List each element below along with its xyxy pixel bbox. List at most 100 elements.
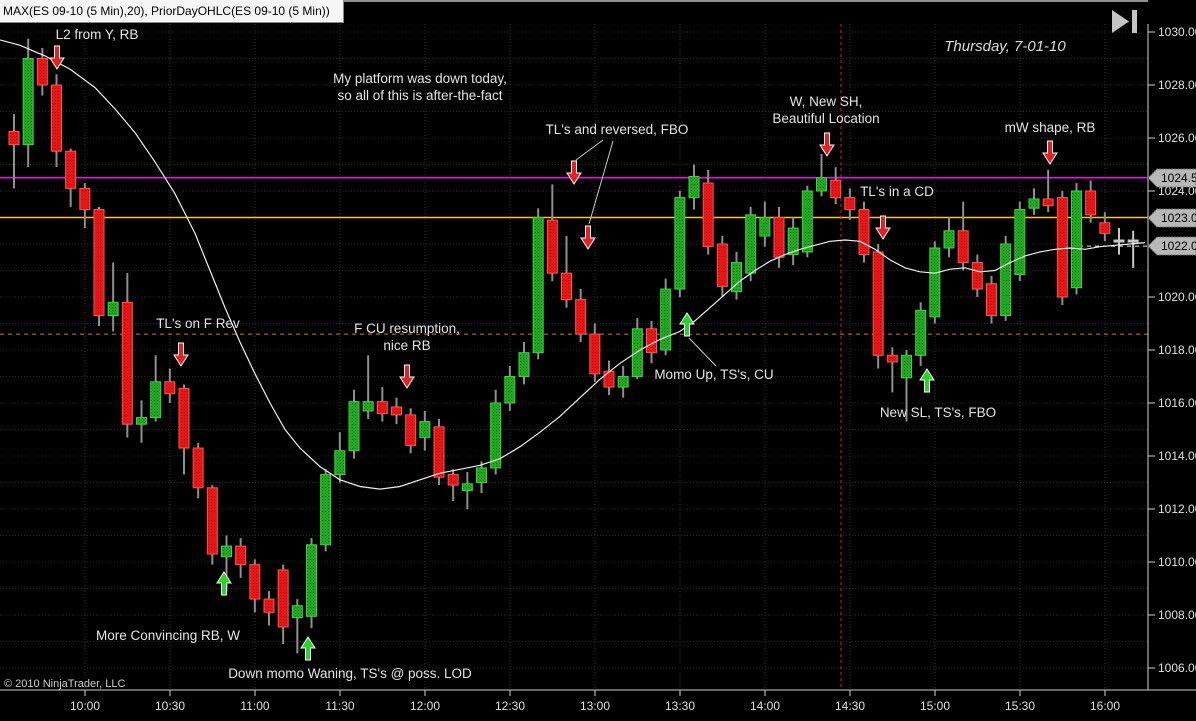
annotation-text: Down momo Waning, TS's @ poss. LOD (228, 666, 472, 681)
candle-down (164, 381, 176, 395)
candle-up (306, 544, 318, 617)
candle-down (575, 299, 587, 335)
candle-down (702, 182, 714, 248)
time-axis-label: 14:00 (750, 699, 780, 713)
candle-down (1127, 239, 1139, 243)
annotation-pointer-line (588, 140, 614, 225)
candle-up (362, 401, 374, 412)
candle-down (773, 217, 785, 258)
annotation-text: L2 from Y, RB (56, 27, 139, 42)
candle-down (589, 333, 601, 375)
time-axis-label: 10:00 (70, 699, 100, 713)
price-axis-label: 1026.00 (1158, 131, 1196, 145)
annotation-text: More Convincing RB, W (96, 628, 240, 643)
candle-down (8, 130, 20, 146)
window-top-edge (0, 0, 1196, 2)
annotation-text: Beautiful Location (772, 111, 879, 126)
candle-down (235, 545, 247, 566)
candle-down (603, 370, 615, 388)
time-axis-label: 15:30 (1005, 699, 1035, 713)
candle-up (532, 217, 544, 354)
up-arrow-annotation (679, 312, 695, 337)
candle-down (433, 426, 445, 478)
annotation-text: TL's on F Rev (156, 316, 240, 331)
candle-up (490, 402, 502, 469)
candle-down (93, 209, 105, 317)
candle-up (476, 467, 488, 483)
candle-up (745, 214, 757, 274)
ma-line (0, 39, 1146, 490)
price-axis-label: 1018.00 (1158, 343, 1196, 357)
play-triangle (1112, 10, 1129, 33)
time-axis-label: 11:00 (240, 699, 269, 713)
candle-down (263, 598, 275, 613)
candle-down (277, 569, 289, 628)
price-axis-label: 1012.00 (1158, 502, 1196, 516)
candle-up (518, 352, 530, 377)
annotation-text: My platform was down today, (333, 71, 507, 86)
up-arrow-annotation (919, 368, 935, 393)
candle-down (376, 401, 388, 415)
price-axis-label: 1028.00 (1158, 78, 1196, 92)
price-axis-label: 1016.00 (1158, 396, 1196, 410)
candle-up (1071, 190, 1083, 289)
candle-down (65, 150, 77, 189)
candle-up (731, 262, 743, 293)
replay-step-forward-icon[interactable] (1112, 10, 1137, 33)
annotation-text: New SL, TS's, FBO (880, 405, 996, 420)
candle-down (858, 209, 870, 256)
price-axis-label: 1030.00 (1158, 25, 1196, 39)
candle-down (716, 243, 728, 287)
candle-down (447, 474, 459, 486)
annotation-text: TL's in a CD (860, 184, 934, 199)
chart-date-label: Thursday, 7-01-10 (944, 38, 1066, 55)
candle-up (334, 450, 346, 476)
candle-up (1113, 239, 1125, 243)
candle-down (51, 84, 63, 152)
candle-down (986, 283, 998, 317)
time-axis-panel[interactable] (0, 690, 1196, 721)
price-tag-label: 1024.50 (1161, 171, 1196, 185)
price-axis-panel[interactable] (1148, 0, 1196, 721)
candle-down (391, 406, 403, 416)
candle-down (1099, 222, 1111, 234)
candle-up (348, 401, 360, 452)
candle-down (844, 197, 856, 211)
candle-down (178, 387, 190, 449)
candle-down (886, 354, 898, 363)
time-axis-label: 13:30 (665, 699, 695, 713)
candle-down (1085, 190, 1097, 216)
candle-up (674, 197, 686, 290)
annotation-text: TL's and reversed, FBO (546, 122, 689, 137)
price-axis-label: 1008.00 (1158, 608, 1196, 622)
price-axis-label: 1006.00 (1158, 661, 1196, 675)
time-axis-label: 15:00 (920, 699, 950, 713)
candle-down (872, 251, 884, 356)
price-tag (1147, 208, 1196, 228)
candle-down (830, 179, 842, 199)
price-tag (1147, 168, 1196, 188)
candle-up (1000, 243, 1012, 317)
annotation-pointer-line (575, 139, 604, 161)
down-arrow-annotation (399, 364, 415, 389)
down-arrow-annotation (875, 215, 891, 240)
price-axis-label: 1014.00 (1158, 449, 1196, 463)
time-axis-label: 11:30 (325, 699, 354, 713)
annotation-pointer-line (688, 337, 717, 367)
down-arrow-annotation (1042, 140, 1058, 165)
candle-up (291, 605, 303, 619)
down-arrow-annotation (580, 225, 596, 250)
candle-up (915, 309, 927, 356)
price-tag-label: 1023.00 (1161, 211, 1196, 225)
candle-down (249, 564, 261, 600)
candle-up (660, 288, 672, 351)
candle-up (929, 247, 941, 318)
candle-up (320, 474, 332, 546)
candle-down (971, 262, 983, 290)
candle-down (192, 447, 204, 489)
candle-up (1014, 209, 1026, 275)
candle-up (150, 381, 162, 419)
candle-up (107, 301, 119, 317)
candle-up (1028, 198, 1040, 209)
